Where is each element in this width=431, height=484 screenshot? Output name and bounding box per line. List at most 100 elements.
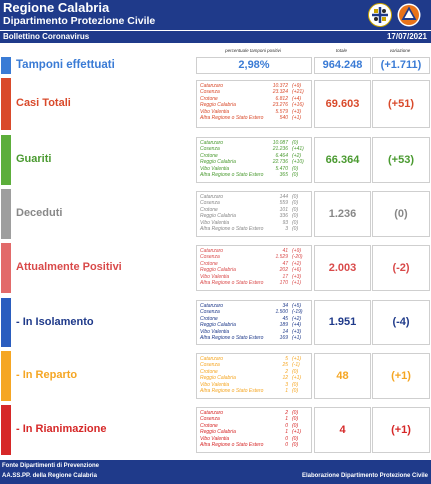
positivi-total: 2.003: [314, 245, 371, 291]
casi-breakdown-box: [196, 80, 312, 128]
province-delta: (+3): [292, 108, 302, 115]
province-value: 170: [279, 280, 288, 287]
province-name: Vibo Valentia: [200, 381, 230, 388]
deceduti-total: 1.236: [314, 191, 371, 237]
province-name: Crotone: [200, 368, 218, 375]
province-value: 1: [285, 388, 288, 395]
province-delta: (0): [292, 165, 299, 172]
isolamento-variation: (-4): [372, 300, 430, 345]
province-name: Crotone: [200, 315, 218, 322]
province-value: 2: [285, 368, 288, 375]
province-name: Crotone: [200, 152, 218, 159]
province-delta: (0): [292, 368, 299, 375]
province-delta: (+3): [292, 328, 302, 335]
bulletin-bar: Bollettino Coronavirus 17/07/2021: [0, 31, 431, 43]
guariti-label: Guariti: [16, 153, 52, 165]
province-delta: (+1): [292, 115, 302, 122]
province-name: Vibo Valentia: [200, 435, 230, 442]
regione-calabria-emblem-icon: [368, 3, 392, 27]
province-value: 47: [282, 260, 288, 267]
province-delta: (+6): [292, 267, 302, 274]
province-delta: (0): [292, 219, 299, 226]
province-name: Reggio Calabria: [200, 429, 236, 436]
casi-section: Casi Totali Catanzaro Cosenza Crotone Reggio…: [0, 78, 431, 130]
province-name: Vibo Valentia: [200, 328, 230, 335]
province-name: Reggio Calabria: [200, 375, 236, 382]
province-value: 144: [279, 194, 288, 200]
province-delta: (+41): [292, 146, 304, 153]
province-name: Crotone: [200, 95, 218, 102]
guariti-variation: (+53): [372, 137, 430, 183]
province-name: Altra Regione o Stato Estero: [200, 172, 264, 179]
province-delta: (0): [292, 172, 299, 179]
province-name: Catanzaro: [200, 356, 224, 362]
province-value: 6.464: [275, 152, 288, 159]
province-delta: (0): [292, 194, 299, 200]
province-name: Catanzaro: [200, 194, 224, 200]
province-value: 0: [285, 435, 288, 442]
tamponi-label: Tamponi effettuati: [16, 59, 115, 71]
province-delta: (0): [292, 388, 299, 395]
province-value: 23.324: [272, 89, 288, 96]
province-value: 0: [285, 442, 288, 449]
province-value: 1: [285, 416, 288, 423]
positivi-section: Attualmente Positivi Catanzaro Cosenza Crot…: [0, 243, 431, 293]
guariti-color-bar: [1, 135, 11, 185]
province-name: Vibo Valentia: [200, 273, 230, 280]
province-name: Cosenza: [200, 362, 220, 369]
header-subtitle: Dipartimento Protezione Civile: [3, 15, 156, 27]
province-delta: (+5): [292, 303, 302, 309]
deceduti-breakdown-box: [196, 191, 312, 237]
province-name: Vibo Valentia: [200, 219, 230, 226]
province-value: 21.236: [272, 146, 288, 153]
province-delta: (+21): [292, 89, 304, 96]
rianimazione-color-bar: [1, 405, 11, 455]
province-value: 17: [282, 273, 288, 280]
province-name: Cosenza: [200, 200, 220, 207]
province-value: 45: [282, 315, 288, 322]
positivi-label: Attualmente Positivi: [16, 261, 122, 273]
province-value: 25: [282, 362, 288, 369]
province-delta: (+10): [292, 159, 304, 166]
province-name: Altra Regione o Stato Estero: [200, 280, 264, 287]
isolamento-section: - In Isolamento Catanzaro Cosenza Crotone Re…: [0, 298, 431, 347]
province-name: Altra Regione o Stato Estero: [200, 388, 264, 395]
rianimazione-total: 4: [314, 407, 371, 453]
isolamento-total: 1.951: [314, 300, 371, 345]
province-delta: (0): [292, 442, 299, 449]
bulletin-title: Bollettino Coronavirus: [3, 32, 90, 41]
province-delta: (+2): [292, 260, 302, 267]
province-delta: (0): [292, 226, 299, 233]
province-name: Catanzaro: [200, 303, 224, 309]
province-value: 10.372: [272, 83, 288, 89]
province-value: 22.736: [272, 159, 288, 166]
province-value: 5.470: [275, 165, 288, 172]
tamponi-section: Tamponi effettuati 2,98% 964.248 (+1.711…: [0, 57, 431, 74]
province-value: 1: [285, 429, 288, 436]
province-name: Catanzaro: [200, 410, 224, 416]
province-delta: (0): [292, 416, 299, 423]
province-name: Vibo Valentia: [200, 165, 230, 172]
tamponi-color-bar: [1, 57, 11, 74]
province-delta: (+1): [292, 356, 302, 362]
province-delta: (+16): [292, 102, 304, 109]
footer-source-line1: Fonte Dipartimenti di Prevenzione: [2, 463, 100, 469]
province-name: Crotone: [200, 260, 218, 267]
footer-credit: Elaborazione Dipartimento Protezione Civ…: [301, 473, 428, 479]
footer-source-line2: AA.SS.PP. della Regione Calabria: [2, 473, 97, 479]
province-delta: (0): [292, 206, 299, 213]
province-delta: (+4): [292, 95, 302, 102]
isolamento-breakdown-box: [196, 300, 312, 345]
positivi-breakdown-box: [196, 245, 312, 291]
province-value: 365: [279, 172, 288, 179]
reparto-total: 48: [314, 353, 371, 399]
province-value: 1.500: [275, 309, 288, 316]
province-name: Altra Regione o Stato Estero: [200, 226, 264, 233]
province-value: 202: [279, 267, 288, 274]
province-value: 559: [279, 200, 288, 207]
province-delta: (+1): [292, 280, 302, 287]
province-delta: (+3): [292, 273, 302, 280]
province-delta: (0): [292, 410, 299, 416]
guariti-section: Guariti Catanzaro Cosenza Crotone Reggio Cal…: [0, 135, 431, 185]
province-value: 5.579: [275, 108, 288, 115]
